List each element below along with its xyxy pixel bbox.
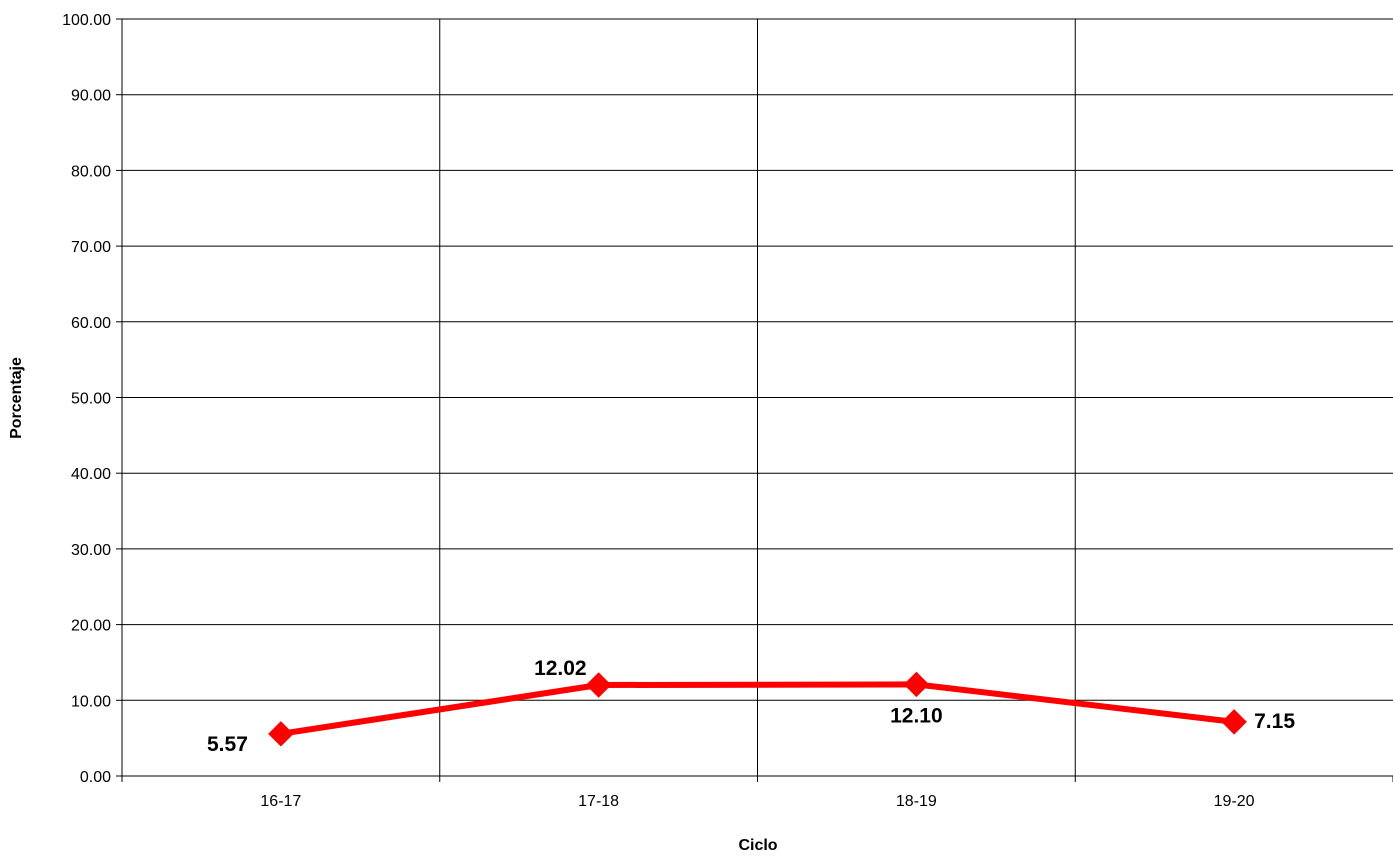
y-tick-label: 60.00 <box>71 315 111 332</box>
grid-lines <box>122 18 1393 776</box>
y-tick-label: 20.00 <box>71 618 111 635</box>
y-tick-label: 80.00 <box>71 163 111 180</box>
series-group <box>268 671 1247 747</box>
data-labels: 5.57 12.02 12.10 7.15 <box>207 657 1295 756</box>
y-tick-label: 70.00 <box>71 239 111 256</box>
x-tick-labels: 16-17 17-18 18-19 19-20 <box>260 793 1254 810</box>
data-label: 12.10 <box>890 704 943 727</box>
y-tick-label: 10.00 <box>71 693 111 710</box>
y-tick-label: 90.00 <box>71 88 111 105</box>
data-point-marker <box>585 672 612 698</box>
data-label: 5.57 <box>207 733 248 756</box>
data-label: 12.02 <box>534 657 587 680</box>
data-label: 7.15 <box>1254 710 1295 733</box>
x-tick-label: 17-18 <box>578 793 619 810</box>
data-point-marker <box>1221 709 1247 735</box>
y-tick-label: 50.00 <box>71 391 111 408</box>
y-tick-label: 100.00 <box>62 12 111 29</box>
y-tick-label: 30.00 <box>71 542 111 559</box>
x-tick-label: 18-19 <box>896 793 937 810</box>
y-axis-title: Porcentaje <box>8 357 25 439</box>
axes <box>116 18 1393 782</box>
data-point-marker <box>268 721 294 747</box>
x-axis-title: Ciclo <box>738 837 777 854</box>
y-tick-label: 40.00 <box>71 466 111 483</box>
series-line <box>280 681 1235 737</box>
x-tick-label: 19-20 <box>1214 793 1255 810</box>
y-tick-labels: 0.00 10.00 20.00 30.00 40.00 50.00 60.00 70.00 8… <box>62 12 111 786</box>
x-tick-label: 16-17 <box>260 793 301 810</box>
y-tick-label: 0.00 <box>80 769 111 786</box>
data-point-marker <box>903 671 930 698</box>
